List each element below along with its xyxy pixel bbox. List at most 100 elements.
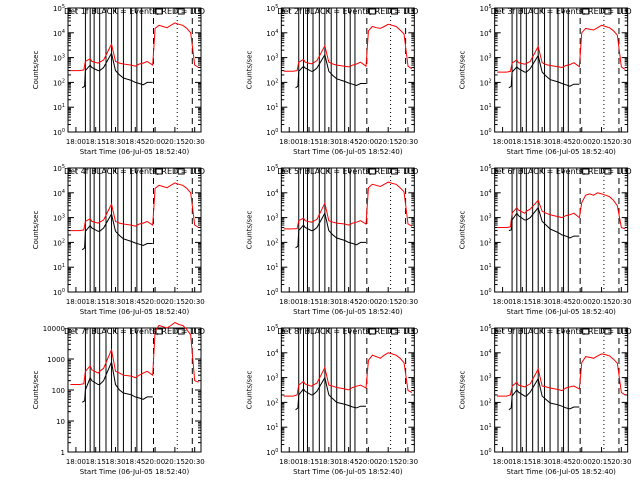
x-axis-label: Start Time (06-Jul-05 18:52:40)	[506, 148, 616, 156]
x-tick-label: 18:15	[299, 458, 319, 466]
x-tick-label: 20:15	[165, 298, 185, 306]
x-tick-label: 18:00	[279, 298, 299, 306]
x-tick-label: 20:15	[378, 298, 398, 306]
y-tick-label: 101	[266, 263, 278, 272]
marker-box	[177, 328, 185, 335]
y-tick-label: 10000	[43, 325, 65, 333]
x-tick-label: 18:15	[86, 298, 106, 306]
y-tick-label: 100	[480, 128, 492, 137]
chart-title: Det 6f BLACK = Events, RED = LLD	[491, 167, 632, 176]
series-lld	[497, 24, 626, 73]
x-tick-label: 20:30	[611, 138, 631, 146]
x-axis-label: Start Time (06-Jul-05 18:52:40)	[80, 308, 190, 316]
marker-box	[155, 168, 163, 175]
x-tick-label: 18:15	[299, 298, 319, 306]
x-tick-label: 20:00	[358, 458, 378, 466]
y-tick-label: 103	[266, 54, 278, 63]
y-tick-label: 101	[480, 423, 492, 432]
x-tick-label: 18:30	[532, 138, 552, 146]
x-tick-label: 20:30	[185, 298, 205, 306]
series-lld	[283, 181, 413, 230]
x-tick-label: 20:30	[398, 298, 418, 306]
x-tick-label: 18:30	[105, 458, 125, 466]
series-lld	[70, 182, 199, 232]
x-tick-label: 20:00	[358, 298, 378, 306]
series-events	[81, 212, 153, 251]
x-tick-label: 20:30	[185, 458, 205, 466]
y-tick-label: 101	[480, 103, 492, 112]
marker-box	[155, 8, 163, 15]
x-tick-label: 20:00	[572, 138, 592, 146]
x-tick-label: 18:45	[125, 138, 145, 146]
y-tick-label: 102	[53, 238, 65, 247]
plot-frame	[280, 7, 415, 133]
x-tick-label: 18:45	[552, 458, 572, 466]
y-tick-label: 100	[53, 128, 65, 137]
marker-box	[155, 328, 163, 335]
x-tick-label: 18:00	[66, 458, 86, 466]
y-tick-label: 100	[52, 387, 65, 395]
y-tick-label: 105	[266, 4, 278, 13]
x-tick-label: 18:00	[279, 458, 299, 466]
marker-box	[177, 168, 185, 175]
y-tick-label: 103	[480, 374, 492, 383]
x-tick-label: 18:00	[66, 298, 86, 306]
x-tick-label: 20:30	[398, 138, 418, 146]
y-tick-label: 103	[266, 374, 278, 383]
x-tick-label: 20:00	[572, 458, 592, 466]
x-tick-label: 18:00	[279, 138, 299, 146]
plot-frame	[280, 327, 415, 453]
series-events	[81, 360, 153, 403]
x-tick-label: 20:00	[145, 458, 165, 466]
y-tick-label: 100	[266, 288, 278, 297]
y-tick-label: 100	[266, 128, 278, 137]
y-tick-label: 102	[480, 398, 492, 407]
y-axis-label: Counts/sec	[32, 211, 40, 250]
y-tick-label: 103	[53, 54, 65, 63]
x-tick-label: 18:30	[319, 458, 339, 466]
marker-box	[391, 8, 399, 15]
y-tick-label: 103	[53, 214, 65, 223]
y-tick-label: 102	[266, 78, 278, 87]
chart-title: Det 4f BLACK = Events, RED = LLD	[64, 167, 205, 176]
y-axis-label: Counts/sec	[459, 51, 467, 90]
y-tick-label: 101	[53, 103, 65, 112]
plot-frame	[494, 167, 629, 293]
x-tick-label: 20:15	[591, 298, 611, 306]
marker-box	[582, 168, 590, 175]
y-axis-label: Counts/sec	[245, 371, 253, 410]
x-tick-label: 18:00	[492, 458, 512, 466]
plot-frame	[494, 7, 629, 133]
chart-title: Det 7f BLACK = Events, RED = LLD	[64, 327, 205, 336]
y-tick-label: 103	[480, 214, 492, 223]
chart-title: Det 9f BLACK = Events, RED = LLD	[491, 327, 632, 336]
series-lld	[70, 321, 199, 385]
y-tick-label: 104	[266, 349, 278, 358]
y-axis-label: Counts/sec	[459, 371, 467, 410]
marker-box	[368, 328, 376, 335]
x-tick-label: 20:15	[378, 458, 398, 466]
y-tick-label: 105	[480, 164, 492, 173]
x-tick-label: 18:15	[299, 138, 319, 146]
y-axis-label: Counts/sec	[32, 371, 40, 410]
marker-box	[177, 8, 185, 15]
y-tick-label: 102	[480, 78, 492, 87]
x-tick-label: 20:15	[165, 458, 185, 466]
y-tick-label: 105	[53, 4, 65, 13]
marker-box	[604, 328, 612, 335]
x-tick-label: 18:45	[552, 138, 572, 146]
x-tick-label: 18:15	[86, 138, 106, 146]
x-tick-label: 18:15	[512, 458, 532, 466]
x-axis-label: Start Time (06-Jul-05 18:52:40)	[293, 308, 403, 316]
y-tick-label: 1000	[47, 356, 65, 364]
x-tick-label: 20:15	[165, 138, 185, 146]
x-tick-label: 18:30	[532, 298, 552, 306]
y-tick-label: 105	[480, 4, 492, 13]
x-tick-label: 18:45	[339, 138, 359, 146]
y-axis-label: Counts/sec	[32, 51, 40, 90]
chart-title: Det 8f BLACK = Events, RED = LLD	[277, 327, 418, 336]
x-axis-label: Start Time (06-Jul-05 18:52:40)	[506, 468, 616, 476]
